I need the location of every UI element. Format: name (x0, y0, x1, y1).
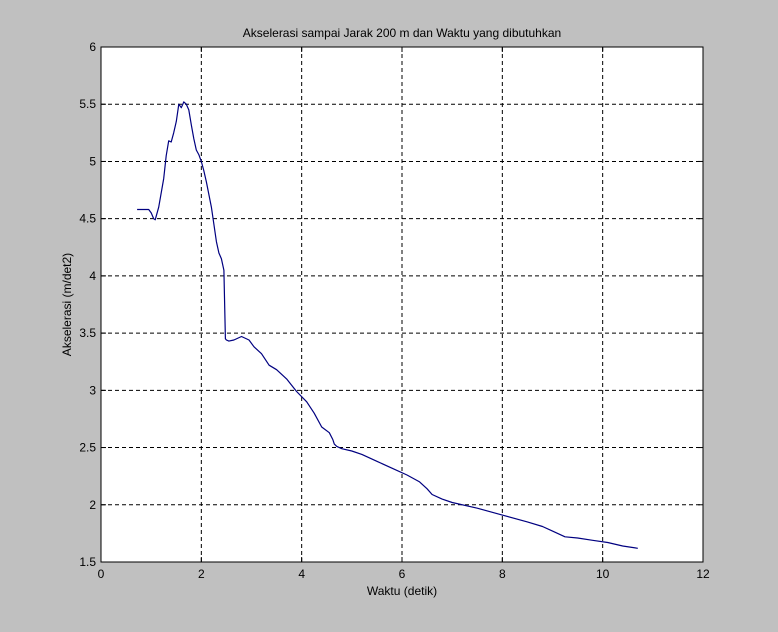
x-axis-label: Waktu (detik) (367, 584, 437, 598)
x-tick-label: 0 (98, 567, 105, 581)
y-tick-label: 2 (89, 498, 96, 512)
axis-ticks: 0 2 4 6 8 10 12 1.5 2 2.5 3 3.5 4 4.5 5 5.5 6 (79, 40, 710, 581)
x-tick-label: 10 (596, 567, 610, 581)
y-tick-label: 4 (89, 269, 96, 283)
x-tick-label: 4 (298, 567, 305, 581)
y-tick-label: 3 (89, 383, 96, 397)
y-tick-label: 2.5 (79, 441, 96, 455)
x-tick-label: 2 (198, 567, 205, 581)
y-tick-label: 5.5 (79, 97, 96, 111)
y-tick-label: 1.5 (79, 555, 96, 569)
y-axis-label: Akselerasi (m/det2) (60, 253, 74, 356)
x-tick-label: 8 (499, 567, 506, 581)
y-tick-label: 4.5 (79, 212, 96, 226)
chart-title: Akselerasi sampai Jarak 200 m dan Waktu … (243, 26, 561, 40)
data-layer (137, 101, 638, 549)
series-line (137, 101, 638, 549)
x-tick-label: 12 (696, 567, 710, 581)
y-tick-label: 6 (89, 40, 96, 54)
y-tick-label: 3.5 (79, 326, 96, 340)
x-tick-label: 6 (399, 567, 406, 581)
y-tick-label: 5 (89, 154, 96, 168)
